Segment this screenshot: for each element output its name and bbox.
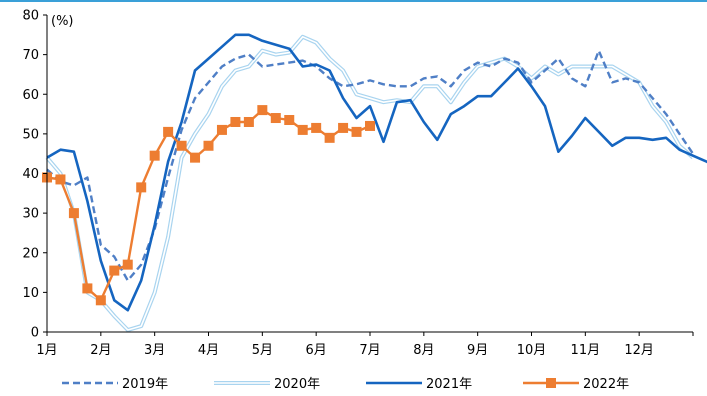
x-tick-label: 3月 [144, 343, 165, 358]
data-point-2022年 [257, 105, 268, 116]
data-point-2022年 [176, 140, 187, 151]
data-point-2022年 [338, 122, 349, 133]
series-line-2020年-inner [46, 36, 694, 331]
data-point-2022年 [284, 115, 295, 126]
data-point-2022年 [351, 126, 362, 137]
legend-swatch-2022年-marker [546, 378, 556, 388]
legend-label-2020年: 2020年 [274, 377, 320, 392]
series-line-2021年 [46, 33, 707, 312]
y-tick-label: 80 [22, 9, 39, 24]
y-tick-label: 40 [22, 167, 39, 182]
series-line-2022年 [46, 108, 371, 302]
x-tick-label: 8月 [413, 343, 434, 358]
legend-label-2021年: 2021年 [426, 377, 472, 392]
x-tick-label: 7月 [359, 343, 380, 358]
data-point-2022年 [95, 295, 106, 306]
x-tick-label: 2月 [90, 343, 111, 358]
data-point-2022年 [68, 208, 79, 219]
data-point-2022年 [270, 113, 281, 124]
data-point-2022年 [230, 116, 241, 127]
data-point-2022年 [55, 174, 66, 185]
data-point-2022年 [311, 122, 322, 133]
y-tick-label: 30 [22, 207, 39, 222]
y-unit-label: (%) [51, 14, 74, 29]
x-tick-label: 5月 [252, 343, 273, 358]
legend-label-2022年: 2022年 [583, 377, 629, 392]
y-tick-label: 60 [22, 88, 39, 103]
x-tick-label: 4月 [198, 343, 219, 358]
x-tick-label: 11月 [571, 343, 601, 358]
legend-label-2019年: 2019年 [122, 377, 168, 392]
data-point-2022年 [82, 283, 93, 294]
x-tick-label: 12月 [624, 343, 654, 358]
y-tick-label: 10 [22, 286, 39, 301]
x-tick-label: 6月 [306, 343, 327, 358]
data-point-2022年 [122, 259, 133, 270]
y-tick-label: 50 [22, 127, 39, 142]
axes: 0 10 20 30 40 50 60 70 80 (%) 1月 2月 3月 4月 5月 6月 7月 8月 9月 10… [22, 9, 694, 358]
y-tick-label: 20 [22, 246, 39, 261]
x-tick-label: 10月 [517, 343, 547, 358]
x-tick-label: 1月 [36, 343, 57, 358]
x-tick-label: 9月 [467, 343, 488, 358]
data-point-2022年 [136, 182, 147, 193]
top-rule [0, 0, 707, 2]
data-point-2022年 [365, 120, 375, 131]
y-tick-label: 70 [22, 48, 39, 63]
data-point-2022年 [297, 124, 308, 135]
data-point-2022年 [324, 132, 335, 143]
plot-area [42, 33, 707, 332]
series-line-2019年 [46, 49, 694, 282]
data-point-2022年 [243, 116, 254, 127]
y-tick-label: 0 [31, 326, 39, 341]
data-point-2022年 [149, 150, 160, 161]
legend: 2019年 2020年 2021年 2022年 [62, 377, 629, 392]
data-point-2022年 [203, 140, 214, 151]
data-point-2022年 [190, 152, 201, 163]
data-point-2022年 [163, 126, 174, 137]
data-point-2022年 [109, 265, 120, 276]
data-point-2022年 [216, 124, 227, 135]
